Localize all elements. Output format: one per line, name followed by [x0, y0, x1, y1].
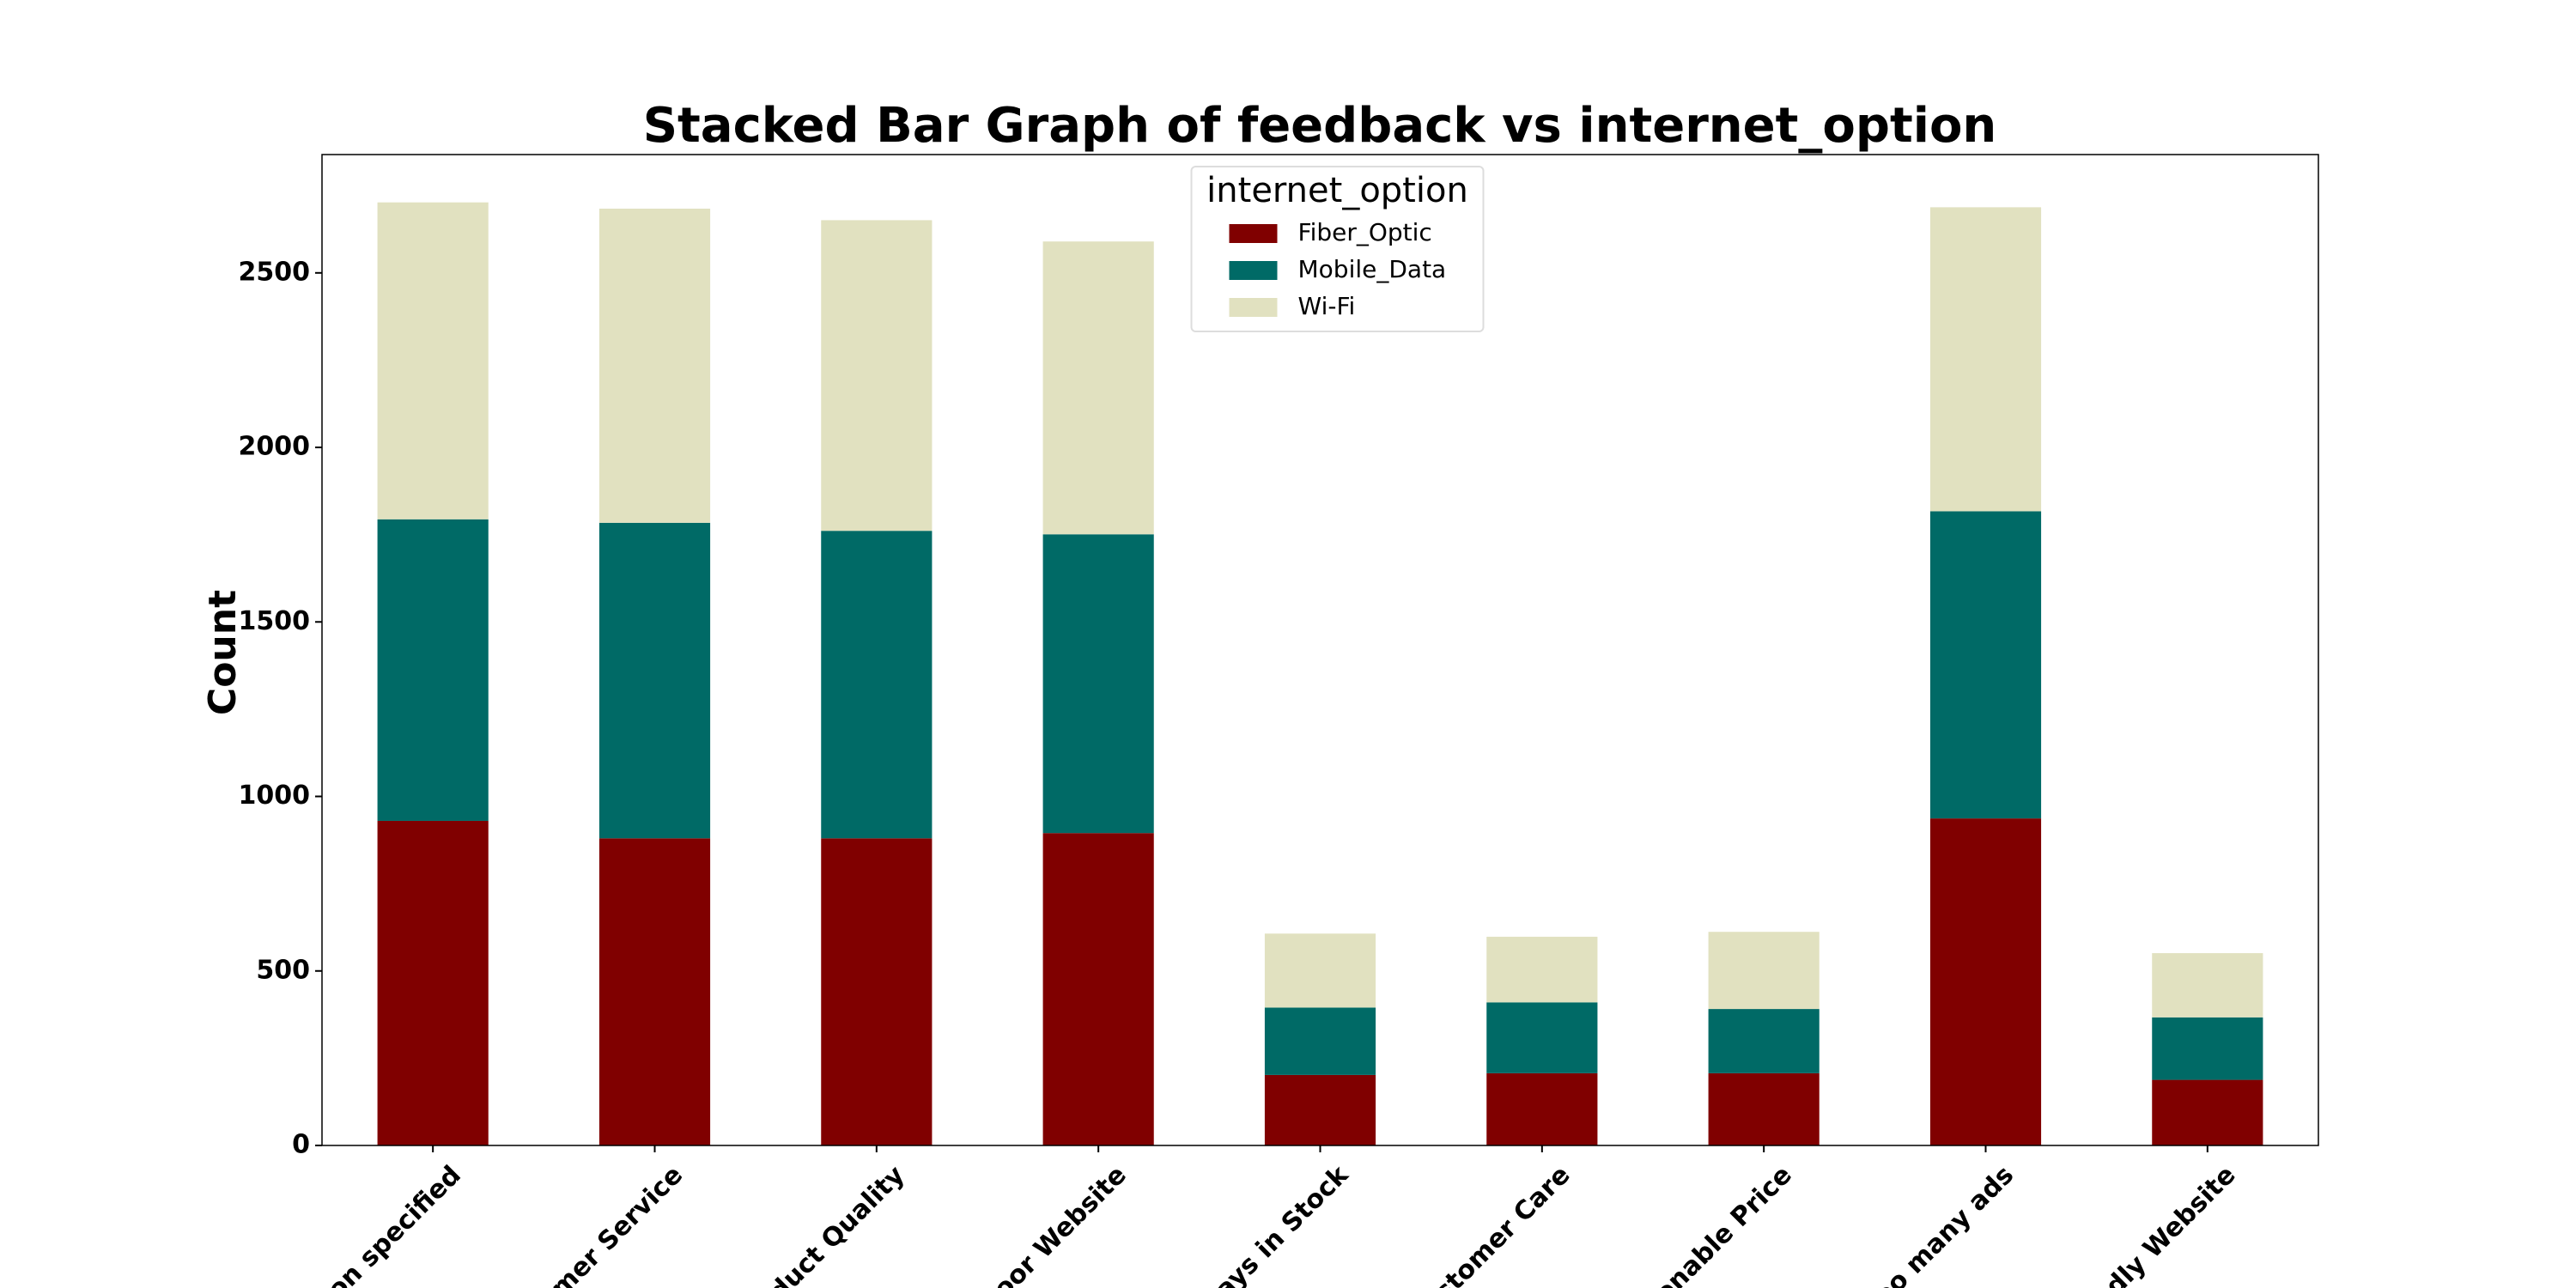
legend-title: internet_option: [1206, 171, 1468, 210]
legend-swatch: [1229, 261, 1278, 280]
bar-segment: [2152, 1079, 2263, 1145]
bar-segment: [1486, 936, 1598, 1003]
bar-segment: [821, 220, 933, 532]
bar-segment: [2152, 953, 2263, 1018]
bar-segment: [377, 820, 489, 1145]
bar-segment: [1042, 241, 1154, 535]
plot-frame: [321, 154, 2319, 1146]
chart-title: Stacked Bar Graph of feedback vs interne…: [643, 98, 1997, 154]
x-tick-label: ustomer Care: [1416, 1160, 1576, 1288]
legend-label: Fiber_Optic: [1298, 218, 1432, 246]
bar-segment: [1486, 1002, 1598, 1073]
bar-segment: [1486, 1072, 1598, 1145]
bar-segment: [1042, 534, 1154, 834]
legend: internet_option Fiber_Optic Mobile_Data Wi-…: [1190, 166, 1485, 332]
bar-segment: [1708, 1072, 1820, 1145]
legend-swatch: [1229, 298, 1278, 317]
y-tick-label: 2000: [239, 432, 311, 462]
x-tick-label: sonable Price: [1638, 1160, 1798, 1288]
bar-segment: [1708, 1009, 1820, 1073]
y-tick-label: 2500: [239, 257, 311, 287]
x-tick-label: Poor Website: [975, 1160, 1133, 1288]
bar-segment: [1264, 1007, 1376, 1075]
bar-segment: [2152, 1017, 2263, 1080]
bar-segment: [377, 519, 489, 821]
legend-swatch: [1229, 224, 1278, 243]
x-tick-label: ndly Website: [2087, 1160, 2241, 1288]
bar-segment: [1042, 833, 1154, 1145]
x-tick-label: Too many ads: [1858, 1160, 2020, 1288]
y-tick-label: 0: [292, 1130, 310, 1160]
legend-label: Mobile_Data: [1298, 255, 1447, 283]
bar-segment: [377, 202, 489, 519]
bar-segment: [598, 522, 711, 839]
bar-segment: [598, 838, 711, 1145]
bar-segment: [598, 209, 711, 523]
x-tick-label: ways in Stock: [1193, 1159, 1355, 1288]
bar-segment: [1929, 818, 2042, 1145]
bar-segment: [1708, 932, 1820, 1010]
y-tick-label: 1500: [239, 606, 311, 636]
y-axis-label: Count: [201, 590, 245, 715]
legend-frame: [1190, 166, 1485, 332]
bar-segment: [821, 838, 933, 1145]
x-tick-label: son specified: [311, 1160, 467, 1288]
bar-segment: [821, 531, 933, 839]
x-tick-label: tomer Service: [524, 1160, 689, 1288]
y-tick-label: 1000: [239, 781, 311, 811]
bar-segment: [1264, 933, 1376, 1008]
y-tick-label: 500: [256, 955, 310, 985]
x-tick-label: oduct Quality: [751, 1160, 911, 1288]
bar-segment: [1264, 1074, 1376, 1145]
bar-segment: [1929, 207, 2042, 512]
bar-segment: [1929, 511, 2042, 819]
legend-label: Wi-Fi: [1298, 292, 1356, 320]
